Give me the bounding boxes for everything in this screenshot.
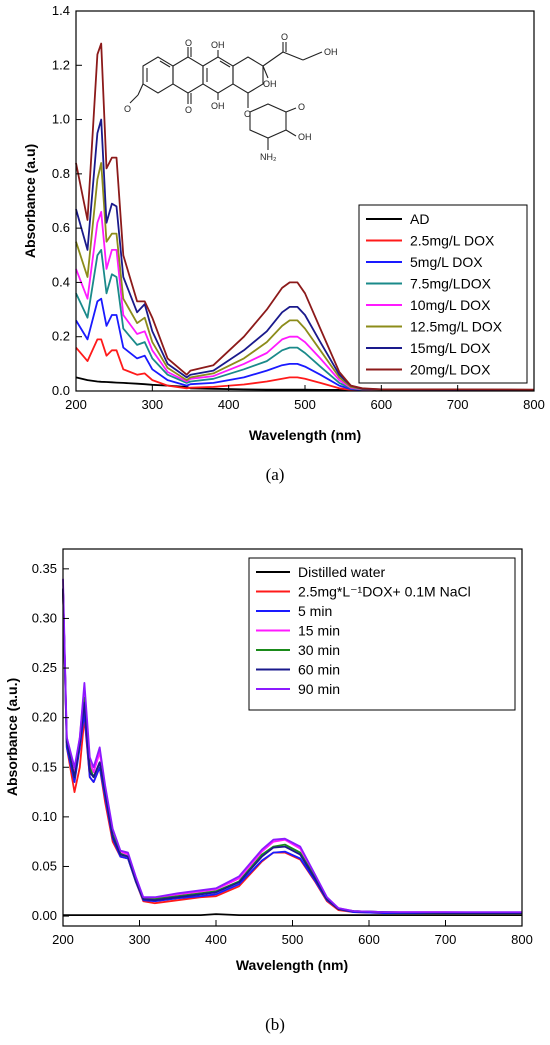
chartA-series-line-7 — [75, 42, 535, 391]
chartB-ytick-label-3: 0.15 — [32, 759, 57, 774]
chartB-xtick-label-0: 200 — [52, 932, 74, 947]
chartB-ytick-label-4: 0.20 — [32, 710, 57, 725]
molecule-label-o-2: O — [185, 105, 192, 115]
chartA-xtick-label-0: 200 — [65, 397, 87, 412]
chartA-legend-label-1: 2.5mg/L DOX — [410, 233, 495, 249]
chartA-legend-label-2: 5mg/L DOX — [410, 254, 483, 270]
chart-a-ticks: 200 300 400 500 600 700 800 0.0 0.2 0.4 0.6 0.8 1.0 1… — [52, 3, 545, 412]
chartB-xtick-label-4: 600 — [358, 932, 380, 947]
chartA-series-line-5 — [75, 162, 535, 391]
chartB-xtick-label-6: 800 — [511, 932, 533, 947]
molecule-label-nh2: NH₂ — [260, 152, 277, 162]
chartA-legend-label-0: AD — [410, 211, 429, 227]
molecule-structure-image — [129, 42, 323, 150]
chart-b-legend — [248, 557, 516, 711]
chartA-ytick-label-4: 0.8 — [52, 166, 70, 181]
chartA-ytick-label-1: 0.2 — [52, 329, 70, 344]
chart-b-legend-items: Distilled water 2.5mg*L⁻¹DOX+ 0.1M NaCl 5 … — [256, 564, 471, 697]
chart-b-ticks: 200 300 400 500 600 700 800 0.00 0.05 0.10 0.15 0.2… — [32, 561, 533, 947]
chartB-xtick-label-2: 400 — [205, 932, 227, 947]
caption-b: (b) — [265, 1015, 285, 1034]
chartA-legend-label-3: 7.5mg/LDOX — [410, 276, 492, 292]
chartA-legend-label-7: 20mg/L DOX — [410, 362, 491, 378]
chartB-legend-label-2: 5 min — [298, 603, 332, 619]
chartB-legend-label-3: 15 min — [298, 623, 340, 639]
chartA-ytick-label-0: 0.0 — [52, 383, 70, 398]
molecule-label-oh-5: OH — [298, 132, 312, 142]
chartB-legend-label-5: 60 min — [298, 662, 340, 678]
chartB-xtick-label-5: 700 — [435, 932, 457, 947]
caption-a: (a) — [266, 465, 285, 484]
chartA-series-line-1 — [75, 338, 534, 392]
molecule-label-o-5: O — [244, 109, 251, 119]
molecule-label-oh-1: OH — [211, 40, 225, 50]
chartB-legend-label-4: 30 min — [298, 642, 340, 658]
molecule-label-oh-3: OH — [263, 79, 277, 89]
chartA-series-line-3 — [75, 249, 534, 391]
molecule-label-oh-2: OH — [211, 101, 225, 111]
molecule-label-o-4: O — [124, 104, 131, 114]
chart-b-ylabel: Absorbance (a.u.) — [4, 678, 20, 796]
chartA-xtick-label-2: 400 — [218, 397, 240, 412]
chartA-xtick-label-4: 600 — [370, 397, 392, 412]
chartB-series-line-6 — [62, 578, 522, 913]
chartB-legend-label-0: Distilled water — [298, 564, 385, 580]
chart-b: 200 300 400 500 600 700 800 0.00 0.05 0.10 0.15 0.2… — [4, 548, 533, 1034]
chartA-xtick-label-5: 700 — [447, 397, 469, 412]
chartB-legend-label-6: 90 min — [298, 681, 340, 697]
chartB-ytick-label-1: 0.05 — [32, 858, 57, 873]
chartB-legend-label-1: 2.5mg*L⁻¹DOX+ 0.1M NaCl — [298, 584, 471, 600]
chartA-ytick-label-3: 0.6 — [52, 220, 70, 235]
chart-a-ylabel: Absorbance (a.u) — [22, 144, 38, 258]
chart-a-xlabel: Wavelength (nm) — [249, 427, 361, 443]
chart-a-legend — [358, 204, 528, 384]
chartA-xtick-label-3: 500 — [294, 397, 316, 412]
chartA-series-line-4 — [75, 211, 534, 391]
chartB-ytick-label-5: 0.25 — [32, 660, 57, 675]
chartA-ytick-label-6: 1.2 — [52, 57, 70, 72]
chartB-xtick-label-3: 500 — [282, 932, 304, 947]
chartB-ytick-label-7: 0.35 — [32, 561, 57, 576]
chart-a-curves — [75, 42, 535, 392]
chartB-ytick-label-2: 0.10 — [32, 809, 57, 824]
chart-b-curves — [62, 578, 523, 916]
chartA-xtick-label-1: 300 — [141, 397, 163, 412]
chartB-series-line-0 — [63, 913, 522, 916]
chartA-ytick-label-7: 1.4 — [52, 3, 70, 18]
chartA-legend-label-4: 10mg/L DOX — [410, 297, 491, 313]
molecule-label-oh-4: OH — [324, 47, 338, 57]
chartA-xtick-label-6: 800 — [523, 397, 545, 412]
molecule-label-o-1: O — [185, 38, 192, 48]
chartB-series-line-5 — [62, 588, 522, 914]
chartA-ytick-label-5: 1.0 — [52, 112, 70, 127]
chartB-xtick-label-1: 300 — [129, 932, 151, 947]
molecule-label-o-3: O — [281, 32, 288, 42]
chartA-series-line-2 — [75, 297, 534, 391]
chartA-ytick-label-2: 0.4 — [52, 274, 70, 289]
chartA-legend-label-5: 12.5mg/L DOX — [410, 319, 503, 335]
chartB-ytick-label-0: 0.00 — [32, 908, 57, 923]
chart-b-xlabel: Wavelength (nm) — [236, 957, 348, 973]
molecule-label-o-6: O — [298, 102, 305, 112]
chart-a: 200 300 400 500 600 700 800 0.0 0.2 0.4 0.6 0.8 1.0 1… — [22, 3, 545, 484]
chart-a-legend-items: AD 2.5mg/L DOX 5mg/L DOX 7.5mg/LDOX 10mg/L D… — [366, 211, 503, 378]
chartB-ytick-label-6: 0.30 — [32, 610, 57, 625]
chartA-legend-label-6: 15mg/L DOX — [410, 340, 491, 356]
